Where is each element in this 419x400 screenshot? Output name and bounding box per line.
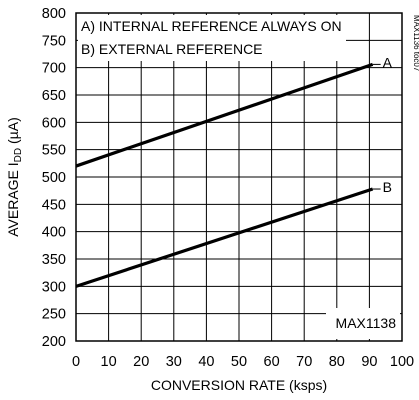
legend-line-a: A) INTERNAL REFERENCE ALWAYS ON <box>81 18 342 34</box>
y-tick-label: 650 <box>42 88 66 104</box>
series-line-b <box>75 187 374 288</box>
part-label: MAX1138 <box>336 315 397 331</box>
x-tick-label: 50 <box>231 354 247 370</box>
x-tick-label: 100 <box>390 354 414 370</box>
y-tick-label: 350 <box>42 252 66 268</box>
x-tick-label: 80 <box>329 354 345 370</box>
x-tick-label: 30 <box>166 354 182 370</box>
y-axis-label-unit: (µA) <box>5 117 21 148</box>
x-tick-label: 10 <box>101 354 117 370</box>
y-tick-label: 250 <box>42 307 66 323</box>
y-tick-label: 450 <box>42 197 66 213</box>
grid <box>76 13 402 341</box>
figure-id: MAX1136 toc07 <box>412 15 419 72</box>
y-tick-label: 700 <box>42 61 66 77</box>
y-tick-label: 300 <box>42 279 66 295</box>
y-tick-label: 200 <box>42 334 66 350</box>
part-label-background <box>326 308 400 339</box>
x-tick-label: 90 <box>361 354 377 370</box>
x-tick-label: 40 <box>198 354 214 370</box>
x-tick-labels: 0 10 20 30 40 50 60 70 80 90 100 <box>72 354 414 370</box>
y-axis-label-main: AVERAGE I <box>5 162 21 236</box>
series-line-a <box>75 62 374 168</box>
legend-line-b: B) EXTERNAL REFERENCE <box>81 41 263 57</box>
y-tick-label: 800 <box>42 6 66 22</box>
series-lines <box>75 62 374 288</box>
part-label-box: MAX1138 <box>326 308 400 339</box>
y-tick-label: 750 <box>42 33 66 49</box>
series-labels: AB <box>372 54 393 195</box>
legend-box: A) INTERNAL REFERENCE ALWAYS ON B) EXTER… <box>78 15 346 61</box>
x-axis-label: CONVERSION RATE (ksps) <box>151 377 327 393</box>
x-tick-label: 0 <box>72 354 80 370</box>
x-tick-label: 20 <box>133 354 149 370</box>
series-label-a: A <box>383 54 393 70</box>
legend-background <box>78 15 346 61</box>
y-tick-label: 550 <box>42 143 66 159</box>
plot-frame <box>75 12 403 342</box>
x-tick-label: 60 <box>264 354 280 370</box>
y-axis-label-subscript: DD <box>13 148 24 162</box>
series-label-b: B <box>383 179 392 195</box>
y-tick-label: 600 <box>42 115 66 131</box>
y-tick-labels: 200 250 300 350 400 450 500 550 600 650 700 750 800 <box>42 6 66 350</box>
y-axis-label: AVERAGE IDD (µA) <box>5 117 24 237</box>
x-tick-label: 70 <box>296 354 312 370</box>
y-tick-label: 500 <box>42 170 66 186</box>
y-tick-label: 400 <box>42 225 66 241</box>
